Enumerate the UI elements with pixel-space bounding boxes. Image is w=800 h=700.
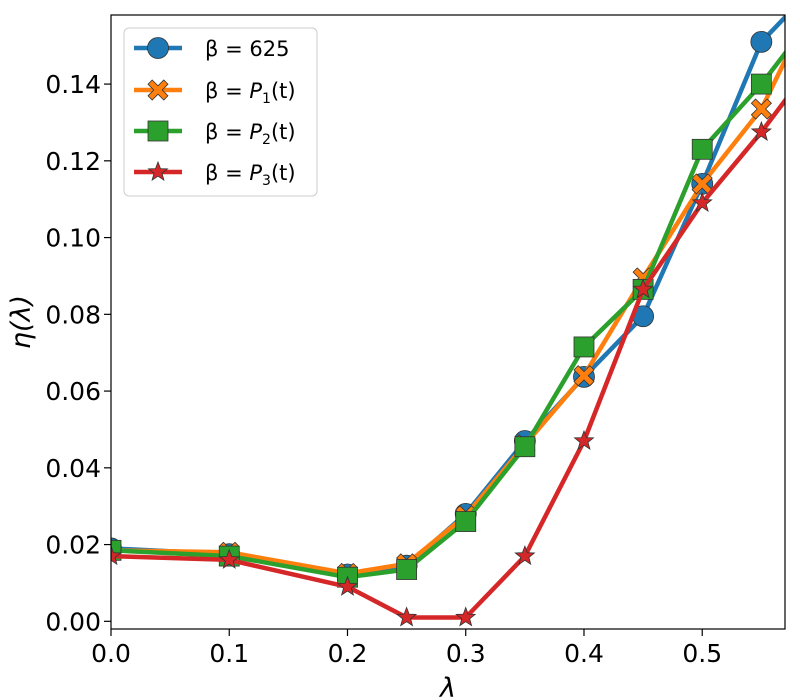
legend-frame: [123, 27, 318, 197]
y-axis-title: η(λ): [6, 295, 37, 349]
data-point: [750, 30, 773, 53]
data-point: [750, 98, 772, 120]
data-point: [573, 429, 595, 451]
y-tick-label: 0.12: [45, 147, 101, 176]
y-tick-label: 0.06: [45, 377, 101, 406]
y-tick-label: 0.14: [45, 70, 101, 99]
legend-entry: β = 625: [134, 37, 289, 61]
x-tick-label: 0.3: [446, 639, 486, 668]
data-point: [111, 539, 122, 561]
legend-label: β = P3(t): [205, 161, 296, 189]
x-tick-label: 0.2: [328, 639, 368, 668]
data-point: [573, 365, 595, 387]
data-point: [336, 575, 359, 596]
data-point: [750, 73, 772, 95]
y-tick-label: 0.02: [45, 531, 101, 560]
legend-marker: [147, 37, 169, 59]
x-tick-label: 0.0: [91, 639, 131, 668]
x-axis-title: λ: [438, 673, 456, 700]
plot-frame: [110, 14, 786, 630]
legend-label: β = P2(t): [205, 120, 296, 148]
y-tick-label: 0.08: [45, 300, 101, 329]
data-point: [396, 559, 418, 580]
legend-entry: β = P2(t): [134, 120, 296, 148]
data-point: [514, 436, 536, 458]
data-point: [396, 606, 418, 627]
y-tick-label: 0.00: [45, 607, 101, 636]
data-point: [573, 336, 595, 358]
y-axis: 0.00 0.02 0.04 0.06 0.08 0.10 0.12 0.14: [45, 70, 111, 636]
legend: β = 625 β = P1(t) β = P2(t) β = P3(t): [123, 27, 318, 197]
data-point: [750, 120, 772, 142]
legend-entry: β = P3(t): [134, 160, 296, 189]
data-point: [218, 548, 240, 569]
data-point: [455, 511, 477, 532]
series-layer: [111, 15, 785, 627]
y-tick-label: 0.04: [45, 454, 101, 483]
legend-marker: [147, 160, 169, 182]
series-4: [111, 96, 785, 627]
x-tick-label: 0.4: [564, 639, 604, 668]
legend-marker: [147, 120, 169, 142]
data-point: [111, 544, 122, 566]
legend-label: β = P1(t): [205, 79, 296, 107]
data-point: [632, 278, 654, 299]
data-point: [691, 191, 713, 213]
legend-entry: β = P1(t): [134, 79, 296, 107]
data-point: [455, 606, 477, 627]
x-axis: 0.0 0.1 0.2 0.3 0.4 0.5: [91, 629, 722, 668]
legend-marker: [147, 79, 169, 101]
data-point: [691, 138, 713, 160]
data-point: [514, 544, 536, 566]
y-tick-label: 0.10: [45, 224, 101, 253]
legend-label: β = 625: [205, 37, 289, 61]
x-tick-label: 0.5: [682, 639, 722, 668]
x-tick-label: 0.1: [209, 639, 249, 668]
